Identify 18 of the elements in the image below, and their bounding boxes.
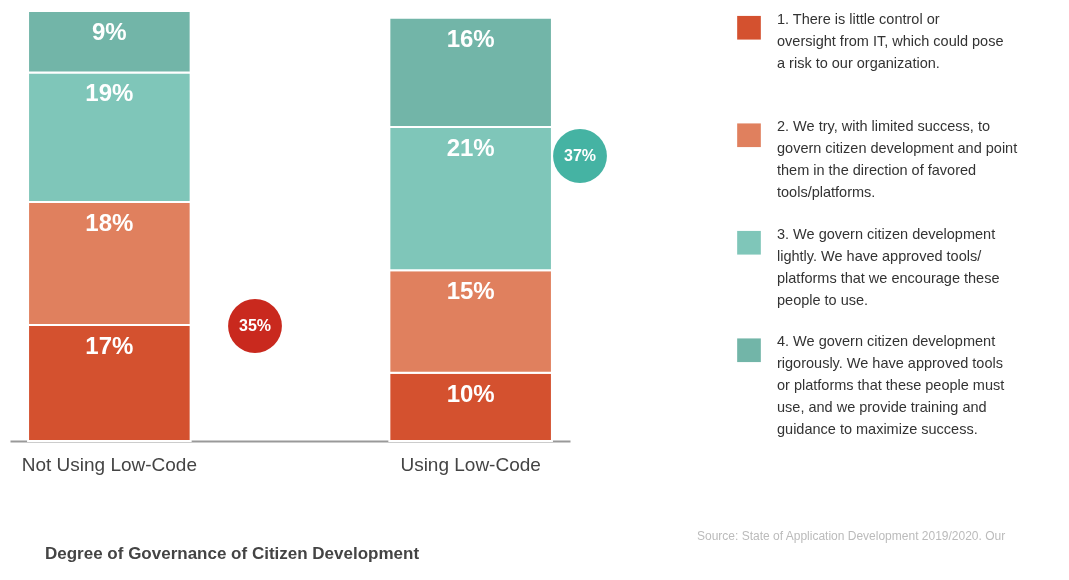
data-label: 18% xyxy=(85,209,134,237)
legend-label: 2. We try, with limited success, to govern citizen development and point them in the direction of favored tools/platforms. xyxy=(777,118,1018,201)
annotation: 35% xyxy=(238,317,272,334)
legend-label: 3. We govern citizen development lightly. We have approved tools/ platforms that we encourage these people to use. xyxy=(777,225,1000,308)
data-label: 10% xyxy=(446,379,495,407)
data-label: 17% xyxy=(85,331,134,359)
data-label: 9% xyxy=(92,18,127,45)
x-tick-label: Not Using Low-Code xyxy=(21,453,198,475)
data-label: 19% xyxy=(85,79,134,107)
legend-label: 4. We govern citizen development rigorously. We have approved tools or platforms that these people must use, and we provide training and guidance to maximize success. xyxy=(777,333,1005,438)
x-tick-label: Using Low-Code xyxy=(400,453,541,475)
data-label: 16% xyxy=(446,24,495,52)
data-label: 15% xyxy=(446,277,495,305)
legend-label: 1. There is little control or oversight from IT, which could pose a risk to our organization. xyxy=(777,10,1004,71)
source-note: Source: State of Application Development 2019/2020. Our xyxy=(697,529,1006,543)
text: Degree of Governance of Citizen Development xyxy=(45,544,420,563)
data-label: 21% xyxy=(446,134,495,162)
annotation: 37% xyxy=(563,147,597,164)
